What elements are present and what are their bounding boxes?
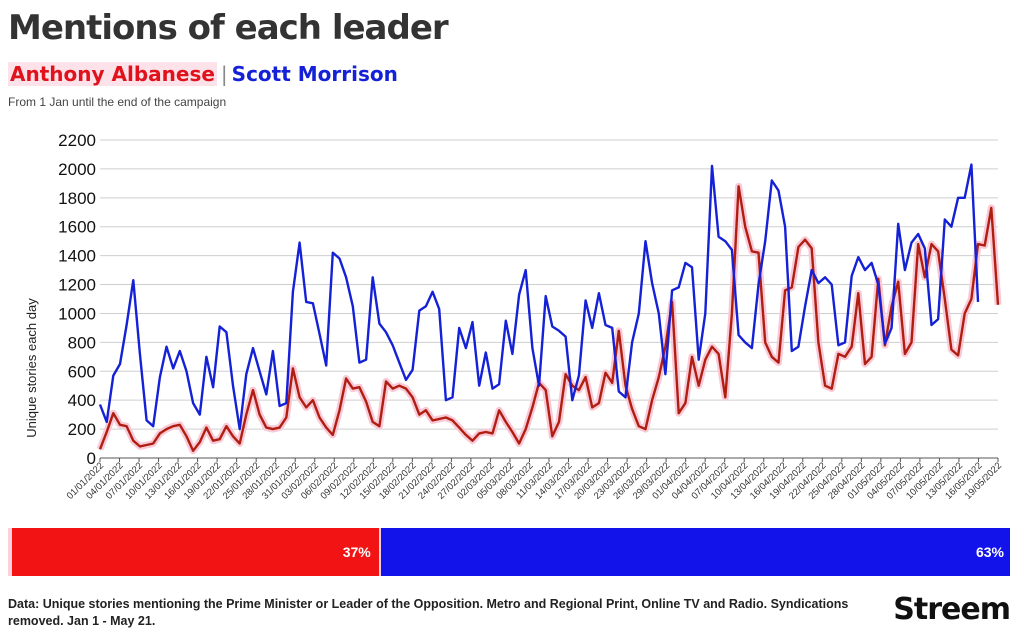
- legend-albanese: Anthony Albanese: [8, 62, 217, 86]
- brand-logo: Streem: [893, 592, 1011, 627]
- legend: Anthony Albanese | Scott Morrison: [8, 62, 398, 86]
- y-tick-label: 1200: [58, 276, 96, 295]
- y-tick-label: 2200: [58, 131, 96, 150]
- chart-title: Mentions of each leader: [8, 8, 449, 48]
- y-tick-label: 2000: [58, 160, 96, 179]
- y-tick-label: 200: [68, 420, 96, 439]
- y-tick-label: 0: [87, 449, 96, 468]
- data-source-note: Data: Unique stories mentioning the Prim…: [8, 597, 849, 628]
- series-lines: [96, 163, 1002, 455]
- line-chart: 0 200 400 600 800 1000 1200 1400 1600 1800 2000 220…: [24, 131, 1004, 502]
- chart-subtitle: From 1 Jan until the end of the campaign: [8, 95, 227, 109]
- y-tick-label: 1400: [58, 247, 96, 266]
- legend-separator: |: [220, 62, 228, 86]
- y-tick-label: 800: [68, 333, 96, 352]
- y-tick-label: 1000: [58, 304, 96, 323]
- y-tick-label: 600: [68, 362, 96, 381]
- x-axis-ticks: 01/01/202204/01/202207/01/202210/01/2022…: [65, 458, 1004, 502]
- y-axis-label: Unique stories each day: [24, 298, 39, 438]
- legend-morrison: Scott Morrison: [231, 62, 398, 86]
- share-bar: 37% 63%: [8, 528, 1010, 576]
- share-albanese: 37%: [8, 528, 379, 576]
- y-tick-label: 400: [68, 391, 96, 410]
- y-axis-ticks: 0 200 400 600 800 1000 1200 1400 1600 1800 2000 220…: [58, 131, 96, 468]
- series-morrison-line: [98, 163, 980, 431]
- y-tick-label: 1600: [58, 218, 96, 237]
- series-albanese-line: [98, 185, 1000, 452]
- y-tick-label: 1800: [58, 189, 96, 208]
- share-morrison: 63%: [378, 528, 1010, 576]
